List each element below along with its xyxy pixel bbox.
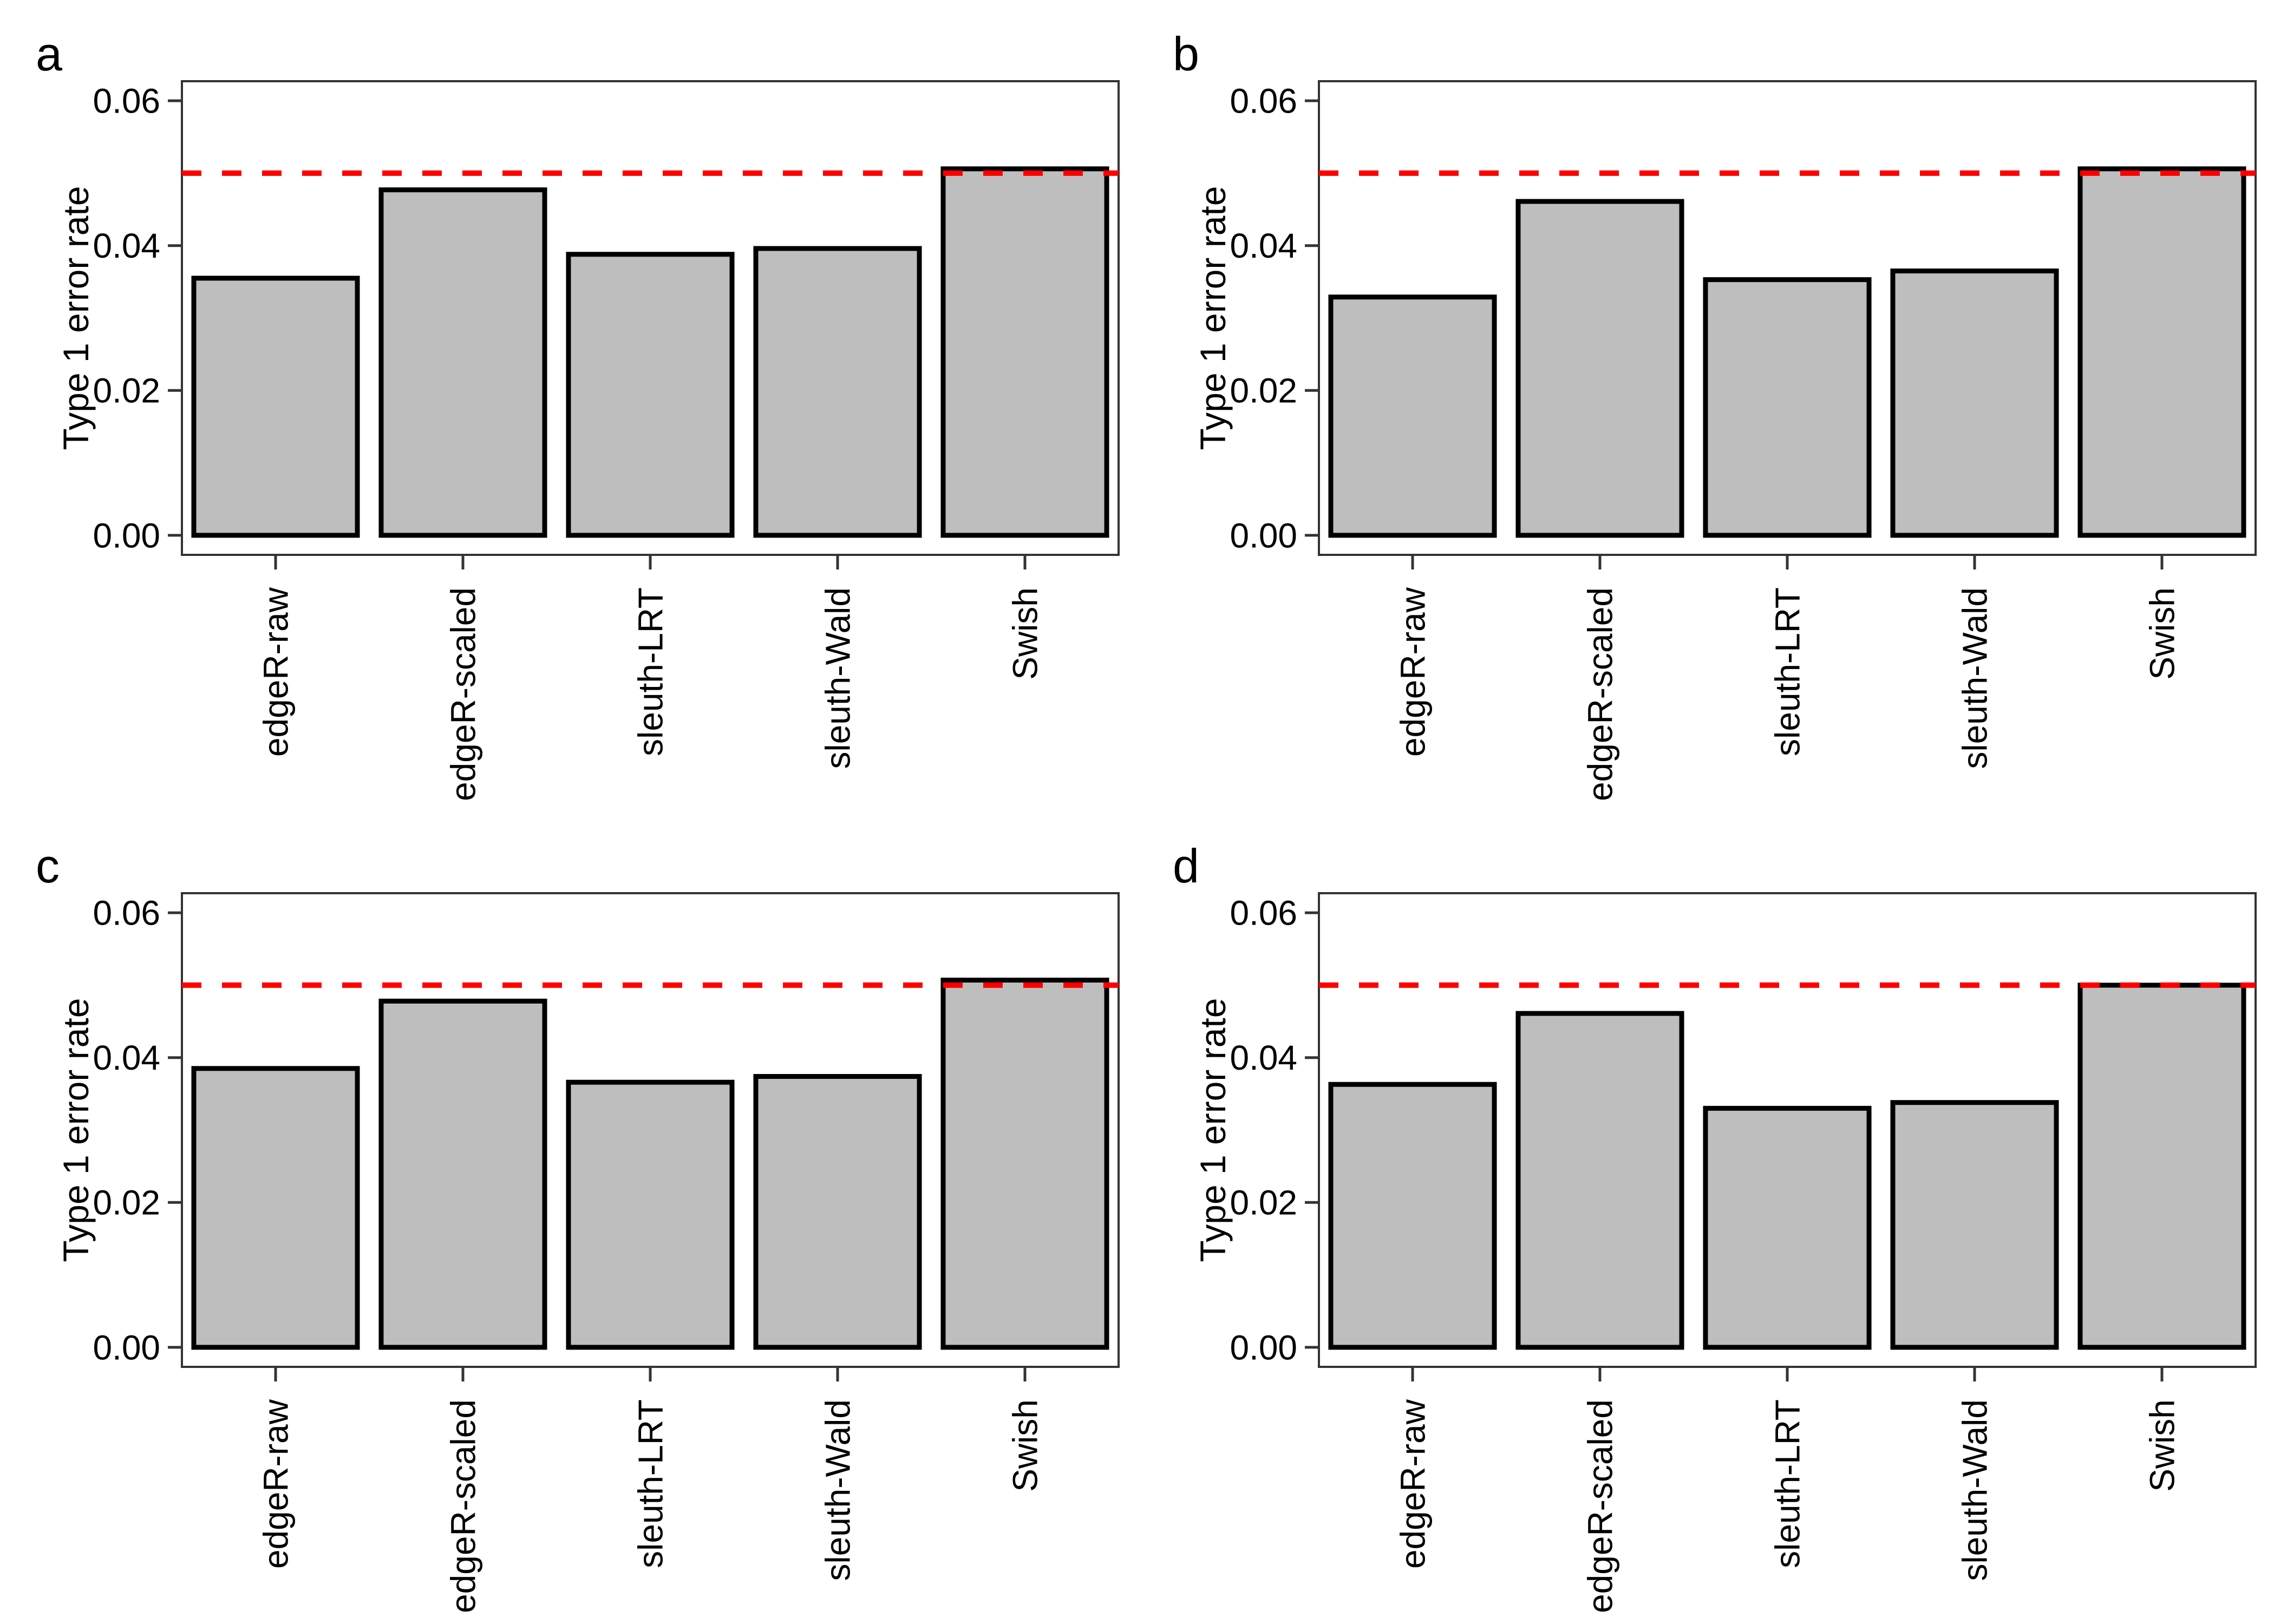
bar-edgeR-raw [1328,294,1497,538]
y-axis-tick-label: 0.04 [93,1038,160,1077]
x-axis-label-Swish: Swish [1005,587,1044,680]
panel-d-chart: 0.00 0.02 0.04 0.06 Type 1 error rate edgeR-r… [1193,892,2257,1613]
x-axis-label-edgeR-raw: edgeR-raw [256,587,295,757]
x-axis-label-sleuth-LRT: sleuth-LRT [631,1399,670,1568]
panel-d-letter: d [1173,839,1199,893]
panel-c-chart: 0.00 0.02 0.04 0.06 Type 1 error rate edgeR-r… [56,892,1120,1613]
y-axis-title: Type 1 error rate [56,998,96,1262]
y-axis-tick-label: 0.06 [93,82,160,121]
panel-b-letter: b [1173,27,1199,81]
panel-a-letter: a [36,27,62,81]
x-axis-label-sleuth-LRT: sleuth-LRT [1768,1399,1807,1568]
panel-a-chart: 0.00 0.02 0.04 0.06 Type 1 error rate edgeR-r… [56,80,1120,801]
bar-Swish [2077,983,2246,1350]
bar-Swish [2077,166,2246,538]
x-axis-label-Swish: Swish [2142,1399,2181,1492]
y-axis-tick-label: 0.00 [1230,1328,1297,1367]
y-axis-tick-label: 0.00 [1230,516,1297,555]
bar-sleuth-LRT [566,252,735,538]
x-axis-label-edgeR-raw: edgeR-raw [256,1399,295,1569]
y-axis-title: Type 1 error rate [56,186,96,450]
bar-Swish [940,166,1109,538]
panel-b: b 0.00 0.02 0.04 0.06 Type 1 error rate edgeR… [1137,0,2274,812]
x-axis-label-Swish: Swish [2142,587,2181,680]
x-axis-label-sleuth-Wald: sleuth-Wald [818,1399,857,1581]
panel-a: a 0.00 0.02 0.04 0.06 Type 1 error rate edgeR… [0,0,1137,812]
x-axis-label-sleuth-Wald: sleuth-Wald [1955,587,1994,769]
x-axis-label-edgeR-scaled: edgeR-scaled [443,1399,482,1613]
x-axis-label-edgeR-scaled: edgeR-scaled [1580,587,1619,801]
bar-edgeR-scaled [1515,199,1684,538]
bar-edgeR-raw [191,1066,360,1350]
panel-b-chart: 0.00 0.02 0.04 0.06 Type 1 error rate edgeR-r… [1193,80,2257,801]
x-axis-label-sleuth-Wald: sleuth-Wald [1955,1399,1994,1581]
bar-sleuth-LRT [1703,1105,1872,1350]
x-axis-label-Swish: Swish [1005,1399,1044,1492]
x-axis-label-sleuth-LRT: sleuth-LRT [631,587,670,756]
panel-d: d 0.00 0.02 0.04 0.06 Type 1 error rate edgeR… [1137,812,2274,1624]
y-axis-tick-label: 0.06 [93,894,160,933]
y-axis-tick-label: 0.04 [1230,1038,1297,1077]
panel-c-letter: c [36,839,60,893]
y-axis-tick-label: 0.06 [1230,82,1297,121]
x-axis-label-sleuth-LRT: sleuth-LRT [1768,587,1807,756]
y-axis-tick-label: 0.04 [1230,226,1297,265]
bar-edgeR-scaled [378,998,547,1350]
bar-sleuth-LRT [1703,277,1872,538]
y-axis-tick-label: 0.02 [1230,1183,1297,1222]
y-axis-tick-label: 0.00 [93,1328,160,1367]
x-axis-label-edgeR-raw: edgeR-raw [1393,1399,1432,1569]
x-axis-label-sleuth-Wald: sleuth-Wald [818,587,857,769]
bar-sleuth-Wald [753,1073,922,1350]
x-axis-label-edgeR-scaled: edgeR-scaled [1580,1399,1619,1613]
bar-edgeR-scaled [378,187,547,538]
bar-sleuth-Wald [1890,269,2059,538]
panel-c: c 0.00 0.02 0.04 0.06 Type 1 error rate edgeR… [0,812,1137,1624]
y-axis-title: Type 1 error rate [1193,998,1233,1262]
bar-sleuth-Wald [1890,1100,2059,1350]
x-axis-label-edgeR-scaled: edgeR-scaled [443,587,482,801]
y-axis-tick-label: 0.02 [93,1183,160,1222]
bar-sleuth-Wald [753,246,922,538]
x-axis-label-edgeR-raw: edgeR-raw [1393,587,1432,757]
y-axis-title: Type 1 error rate [1193,186,1233,450]
bar-edgeR-raw [191,276,360,538]
y-axis-tick-label: 0.04 [93,226,160,265]
y-axis-tick-label: 0.06 [1230,894,1297,933]
bar-edgeR-scaled [1515,1011,1684,1350]
y-axis-tick-label: 0.00 [93,516,160,555]
bar-edgeR-raw [1328,1082,1497,1350]
bar-Swish [940,978,1109,1350]
y-axis-tick-label: 0.02 [1230,371,1297,410]
y-axis-tick-label: 0.02 [93,371,160,410]
bar-sleuth-LRT [566,1079,735,1350]
